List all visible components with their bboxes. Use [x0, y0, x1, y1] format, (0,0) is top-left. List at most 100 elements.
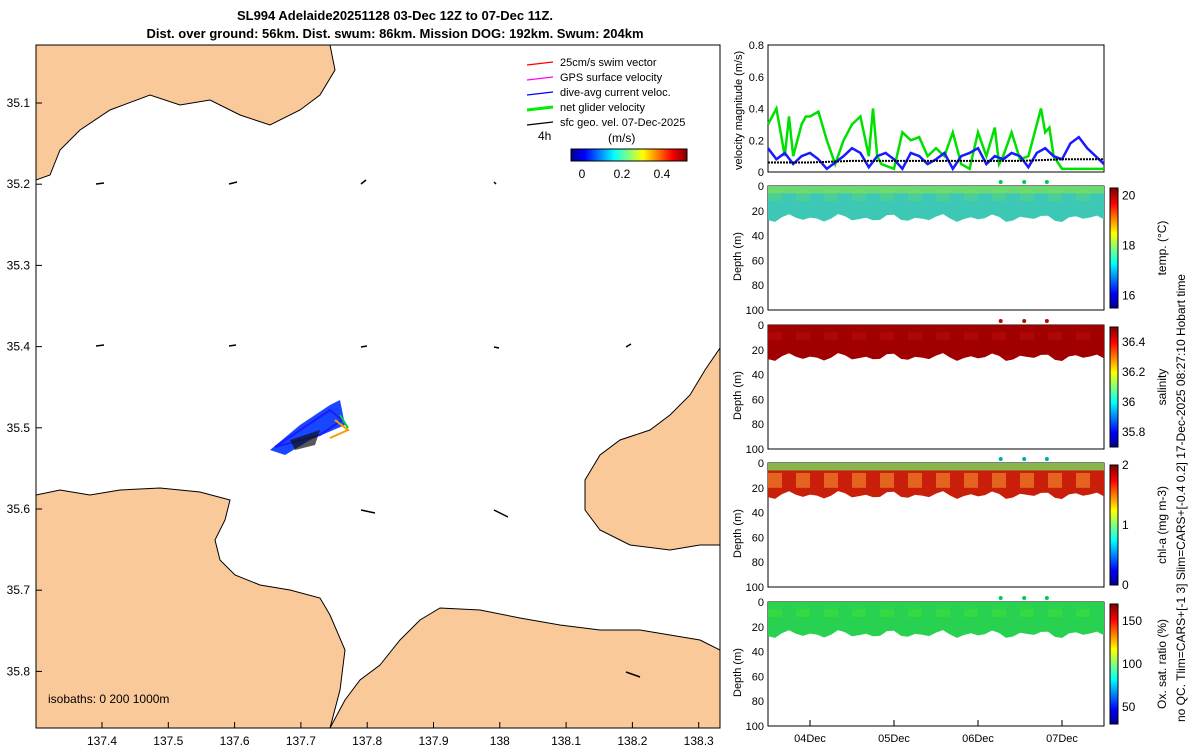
lon-tick-label: 137.9 [418, 734, 448, 748]
depth-tick-label: 20 [752, 622, 764, 634]
section-panel: 0 20 40 60 80 100 Depth (m) 0 1 2 chl-a (mg m-3) [732, 457, 1169, 594]
lat-tick-label: 35.8 [7, 664, 31, 678]
isobaths-label: isobaths: 0 200 1000m [48, 692, 169, 706]
figure-title-line2: Dist. over ground: 56km. Dist. swum: 86k… [146, 26, 644, 41]
glider-track [270, 400, 350, 455]
land-east [584, 347, 720, 551]
surfacing-marker [1044, 457, 1049, 461]
section-data-patch [992, 472, 1006, 488]
side-note: no QC. Tlim=CARS+[-1 3] Slim=CARS+[-0.4 … [1174, 274, 1188, 722]
legend-swatch [526, 76, 554, 81]
lon-tick-label: 138.2 [617, 734, 647, 748]
section-panel: 0 20 40 60 80 100 Depth (m) 16 18 20 temp. (°C) [732, 180, 1169, 317]
depth-tick-label: 20 [752, 206, 764, 218]
surfacing-marker [998, 180, 1003, 184]
section-data-patch [796, 472, 810, 488]
colorbar-tick-label: 0.2 [614, 167, 631, 181]
colorbar-tick-label: 20 [1122, 189, 1136, 203]
velocity-series-line [766, 104, 1104, 171]
section-data-patch [964, 472, 978, 488]
colorbar-tick-label: 1 [1122, 518, 1129, 532]
lat-tick-label: 35.5 [7, 421, 31, 435]
colorbar-tick-label: 36.2 [1122, 365, 1146, 379]
lat-tick-label: 35.1 [7, 96, 31, 110]
section-panel: 0 20 40 60 80 100 Depth (m) 50 100 150 Ox. sat. ra… [732, 596, 1169, 733]
velocity-panel: 0 0.2 0.4 0.6 0.8 velocity magnitude (m/s) [733, 40, 1105, 179]
lon-tick-label: 137.4 [87, 734, 117, 748]
legend-label: 25cm/s swim vector [560, 57, 657, 69]
section-surface-band [768, 325, 1104, 333]
colorbar-label: temp. (°C) [1155, 221, 1169, 276]
figure-title-line1: SL994 Adelaide20251128 03-Dec 12Z to 07-… [236, 8, 554, 23]
depth-tick-label: 80 [752, 419, 764, 431]
colorbar-tick-label: 35.8 [1122, 425, 1146, 439]
surfacing-marker [1022, 457, 1027, 461]
lat-tick-label: 35.2 [7, 177, 31, 191]
surfacing-marker [1022, 596, 1027, 600]
colorbar-tick-label: 2 [1122, 458, 1129, 472]
velocity-ytick-label: 0.4 [749, 104, 764, 116]
section-data-patch [852, 472, 866, 488]
speed-colorbar-ticks: 0 0.2 0.4 [579, 167, 671, 181]
sfc-geo-vel-arrows [95, 179, 641, 678]
depth-tick-label: 0 [758, 597, 764, 609]
surfacing-marker [998, 319, 1003, 323]
lat-tick-label: 35.6 [7, 502, 31, 516]
lon-tick-label: 138 [490, 734, 510, 748]
section-colorbar [1109, 603, 1119, 725]
depth-tick-label: 40 [752, 647, 764, 659]
depth-tick-label: 40 [752, 508, 764, 520]
time-axis-ticks: 04Dec 05Dec 06Dec 07Dec [794, 720, 1078, 745]
colorbar-tick-label: 0 [1122, 578, 1129, 592]
depth-tick-label: 60 [752, 255, 764, 267]
legend-swatch [526, 61, 554, 66]
lon-tick-label: 137.6 [220, 734, 250, 748]
section-colorbar [1109, 326, 1119, 448]
depth-tick-label: 40 [752, 231, 764, 243]
colorbar-unit: (m/s) [608, 131, 635, 145]
time-tick-label: 05Dec [878, 733, 910, 745]
land-north [36, 45, 336, 181]
surfacing-marker [1044, 596, 1049, 600]
map-lon-tick-labels: 137.4 137.5 137.6 137.7 137.8 137.9 138 138.1 13… [87, 722, 714, 748]
time-tick-label: 06Dec [962, 733, 994, 745]
depth-tick-label: 100 [746, 444, 764, 456]
time-tick-label: 07Dec [1046, 733, 1078, 745]
legend-label: dive-avg current veloc. [560, 87, 671, 99]
colorbar-tick-label: 0 [579, 167, 586, 181]
depth-tick-label: 100 [746, 582, 764, 594]
surfacing-marker [1022, 180, 1027, 184]
colorbar-tick-label: 0.4 [654, 167, 671, 181]
section-colorbar [1109, 187, 1119, 309]
depth-axis-label: Depth (m) [732, 509, 744, 558]
lon-tick-label: 137.5 [153, 734, 183, 748]
velocity-ytick-label: 0.8 [749, 40, 764, 52]
section-data-patch [824, 472, 838, 488]
legend-label: GPS surface velocity [560, 72, 663, 84]
lat-tick-label: 35.4 [7, 340, 31, 354]
section-panel: 0 20 40 60 80 100 Depth (m) 35.8 36 36.2 36.4 salin… [732, 319, 1169, 456]
velocity-series-line [767, 135, 1105, 172]
depth-tick-label: 100 [746, 721, 764, 733]
land-south-east [329, 607, 720, 728]
depth-axis-label: Depth (m) [732, 648, 744, 697]
depth-axis-label: Depth (m) [732, 232, 744, 281]
colorbar-label: Ox. sat. ratio (%) [1155, 619, 1169, 709]
section-surface-band [768, 602, 1104, 610]
depth-tick-label: 20 [752, 345, 764, 357]
colorbar-label: chl-a (mg m-3) [1155, 486, 1169, 564]
colorbar-tick-label: 150 [1122, 614, 1142, 628]
colorbar-tick-label: 50 [1122, 700, 1136, 714]
colorbar-tick-label: 36.4 [1122, 335, 1146, 349]
legend-label: sfc geo. vel. 07-Dec-2025 [560, 117, 685, 129]
lon-tick-label: 138.1 [551, 734, 581, 748]
lon-tick-label: 137.7 [286, 734, 316, 748]
velocity-series-line [768, 158, 1104, 164]
lat-tick-label: 35.3 [7, 258, 31, 272]
colorbar-label: salinity [1155, 369, 1169, 406]
surfacing-marker [998, 457, 1003, 461]
colorbar-tick-label: 36 [1122, 395, 1136, 409]
colorbar-tick-label: 18 [1122, 239, 1136, 253]
depth-tick-label: 80 [752, 280, 764, 292]
